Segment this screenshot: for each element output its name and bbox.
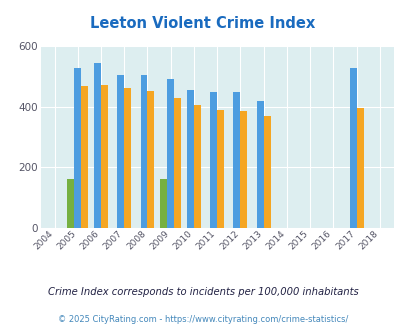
Bar (349, 68, 356, 228)
Bar (140, 75, 147, 228)
Bar (67, 179, 74, 228)
Bar (187, 90, 194, 228)
Bar (263, 116, 270, 228)
Legend: Leeton, Missouri, National: Leeton, Missouri, National (88, 328, 345, 330)
Bar (167, 79, 174, 228)
Bar (174, 98, 181, 228)
Bar (101, 85, 108, 228)
Bar (147, 91, 154, 228)
Bar (356, 108, 363, 228)
Bar (194, 106, 200, 228)
Bar (117, 75, 124, 228)
Bar (160, 179, 167, 228)
Text: © 2025 CityRating.com - https://www.cityrating.com/crime-statistics/: © 2025 CityRating.com - https://www.city… (58, 315, 347, 324)
Bar (240, 111, 247, 228)
Text: Crime Index corresponds to incidents per 100,000 inhabitants: Crime Index corresponds to incidents per… (47, 287, 358, 297)
Bar (217, 110, 224, 228)
Text: Leeton Violent Crime Index: Leeton Violent Crime Index (90, 16, 315, 31)
Bar (256, 101, 263, 228)
Bar (81, 86, 88, 228)
Bar (233, 91, 240, 228)
Bar (94, 63, 101, 228)
Bar (124, 88, 131, 228)
Bar (210, 92, 217, 228)
Bar (74, 68, 81, 228)
